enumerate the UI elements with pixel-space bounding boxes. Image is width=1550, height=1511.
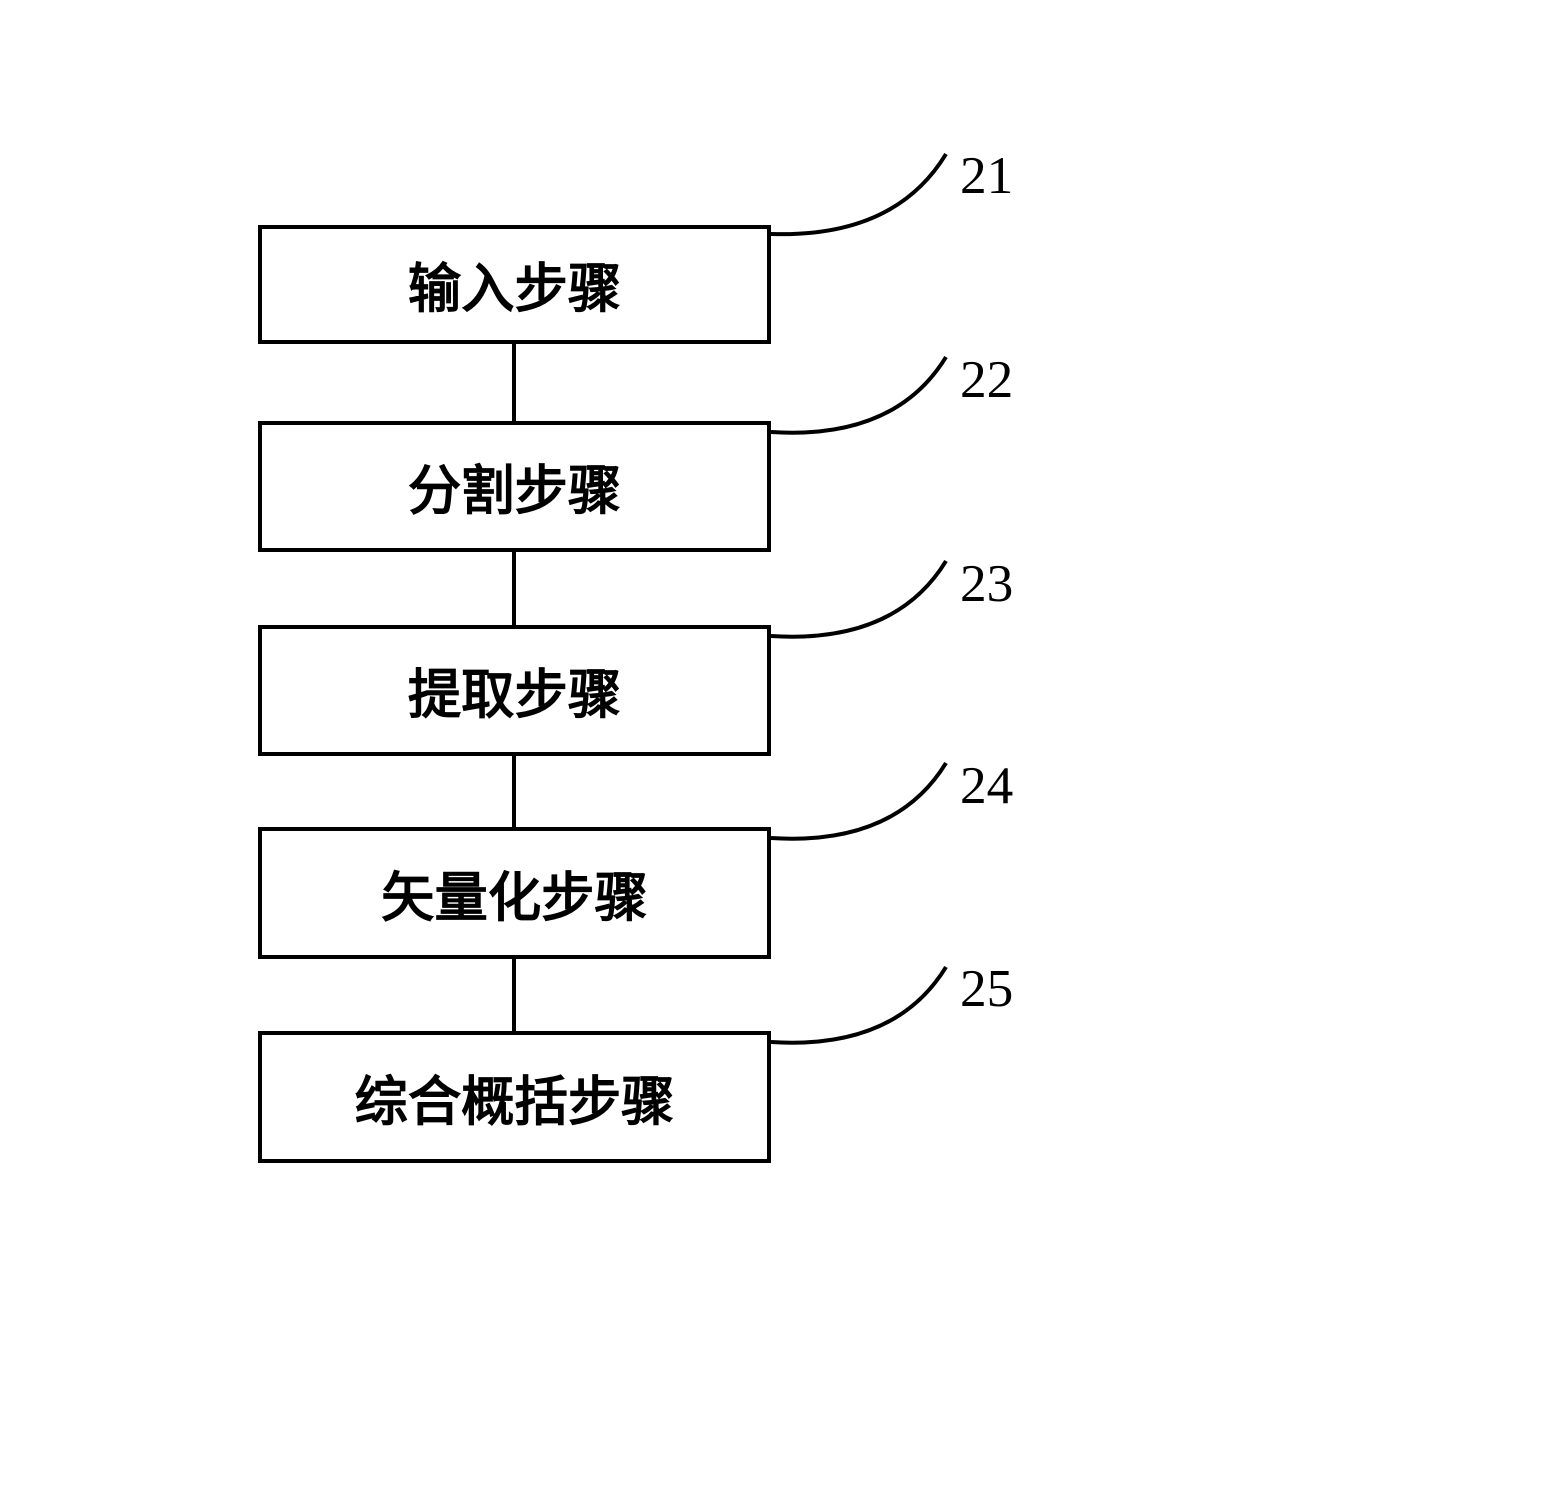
node-extraction-step: 提取步骤 (258, 625, 771, 756)
flowchart-canvas: 输入步骤 分割步骤 提取步骤 矢量化步骤 综合概括步骤 21 22 23 24 … (0, 0, 1550, 1511)
ref-label-23: 23 (960, 552, 1013, 614)
connectors-layer (0, 0, 1550, 1511)
node-label: 输入步骤 (408, 246, 621, 323)
callout-23 (771, 561, 946, 637)
ref-label-25: 25 (960, 957, 1013, 1019)
ref-label-text: 21 (960, 145, 1013, 205)
callout-25 (771, 967, 946, 1043)
node-label: 综合概括步骤 (355, 1059, 675, 1136)
ref-label-text: 25 (960, 958, 1013, 1018)
ref-label-22: 22 (960, 348, 1013, 410)
callout-24 (771, 763, 946, 839)
node-label: 分割步骤 (408, 448, 621, 525)
ref-label-text: 22 (960, 349, 1013, 409)
node-segmentation-step: 分割步骤 (258, 421, 771, 552)
callout-22 (771, 357, 946, 433)
node-generalization-step: 综合概括步骤 (258, 1031, 771, 1163)
ref-label-text: 23 (960, 553, 1013, 613)
callout-21 (771, 154, 946, 234)
node-vectorization-step: 矢量化步骤 (258, 827, 771, 959)
node-label: 提取步骤 (408, 652, 621, 729)
node-input-step: 输入步骤 (258, 225, 771, 344)
ref-label-24: 24 (960, 754, 1013, 816)
ref-label-21: 21 (960, 144, 1013, 206)
node-label: 矢量化步骤 (381, 855, 648, 932)
ref-label-text: 24 (960, 755, 1013, 815)
